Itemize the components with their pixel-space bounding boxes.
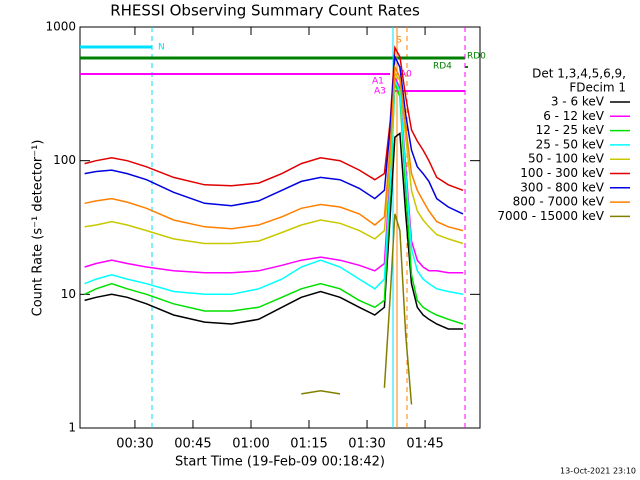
legend-label: 12 - 25 keV — [536, 123, 605, 137]
series-line — [84, 131, 463, 330]
annotation: A3 — [374, 87, 386, 97]
series-line — [84, 77, 463, 274]
legend-title: Det 1,3,4,5,6,9, — [532, 67, 626, 81]
x-tick-label: 00:30 — [116, 437, 153, 452]
legend-label: 6 - 12 keV — [543, 109, 605, 123]
y-tick-label: 10 — [61, 287, 76, 301]
legend-label: 3 - 6 keV — [551, 95, 605, 109]
y-axis-label: Count Rate (s⁻¹ detector⁻¹) — [31, 140, 46, 317]
y-tick-label: 1 — [68, 421, 76, 435]
x-tick-label: 01:00 — [232, 437, 269, 452]
annotation: N — [158, 43, 165, 53]
series-line — [84, 64, 464, 232]
annotation: A1 — [372, 77, 384, 87]
footer: 13-Oct-2021 23:10 — [560, 467, 636, 476]
y-tick-label: 100 — [53, 153, 76, 167]
series-line — [84, 53, 464, 215]
x-tick-label: 00:45 — [174, 437, 211, 452]
legend-label: 800 - 7000 keV — [513, 195, 605, 209]
legend-label: 25 - 50 keV — [536, 137, 605, 151]
legend-label: 300 - 800 keV — [520, 180, 604, 194]
series-line — [84, 79, 464, 296]
plot-frame — [79, 26, 481, 429]
x-tick-label: 01:30 — [348, 437, 385, 452]
x-tick-label: 01:15 — [290, 437, 327, 452]
series-line — [84, 71, 464, 245]
series-line — [84, 45, 464, 192]
series-line — [301, 213, 413, 405]
annotation: RD4 — [433, 62, 452, 72]
annotation: S — [396, 36, 402, 46]
series-line — [84, 82, 464, 325]
legend-title: FDecim 1 — [569, 81, 626, 95]
x-tick-label: 01:45 — [406, 437, 443, 452]
chart-title: RHESSI Observing Summary Count Rates — [110, 2, 420, 20]
legend-label: 100 - 300 keV — [520, 166, 604, 180]
annotation: RD0 — [467, 52, 486, 62]
legend-label: 50 - 100 keV — [528, 152, 605, 166]
y-tick-label: 1000 — [45, 20, 76, 34]
annotation: A0 — [400, 70, 412, 80]
x-axis-label: Start Time (19-Feb-09 00:18:42) — [175, 455, 385, 470]
legend-label: 7000 - 15000 keV — [497, 209, 604, 223]
